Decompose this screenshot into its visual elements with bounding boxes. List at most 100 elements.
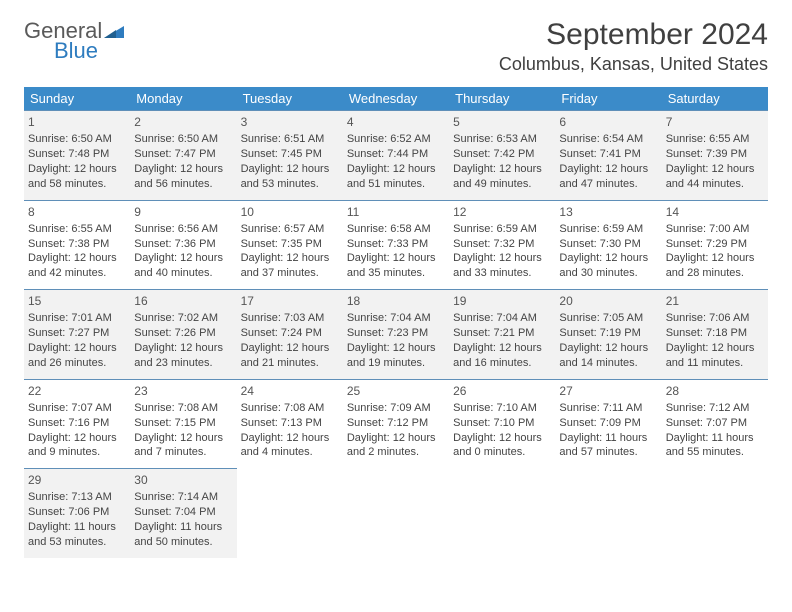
location-text: Columbus, Kansas, United States bbox=[499, 54, 768, 75]
sunset-text: Sunset: 7:35 PM bbox=[241, 237, 339, 252]
sunrise-text: Sunrise: 7:09 AM bbox=[347, 401, 445, 416]
sunrise-text: Sunrise: 7:04 AM bbox=[347, 311, 445, 326]
sunset-text: Sunset: 7:16 PM bbox=[28, 416, 126, 431]
day-number: 23 bbox=[134, 383, 232, 399]
sunrise-text: Sunrise: 6:50 AM bbox=[28, 132, 126, 147]
sunset-text: Sunset: 7:23 PM bbox=[347, 326, 445, 341]
day-number: 2 bbox=[134, 114, 232, 130]
header: General Blue September 2024 Columbus, Ka… bbox=[24, 18, 768, 75]
day-number: 27 bbox=[559, 383, 657, 399]
day-number: 18 bbox=[347, 293, 445, 309]
daylight-text: and 0 minutes. bbox=[453, 445, 551, 460]
daylight-text: and 11 minutes. bbox=[666, 356, 764, 371]
daylight-text: Daylight: 12 hours bbox=[666, 341, 764, 356]
day-cell: 15Sunrise: 7:01 AMSunset: 7:27 PMDayligh… bbox=[24, 290, 130, 380]
day-number: 4 bbox=[347, 114, 445, 130]
day-cell bbox=[343, 469, 449, 558]
daylight-text: Daylight: 12 hours bbox=[666, 251, 764, 266]
sunset-text: Sunset: 7:04 PM bbox=[134, 505, 232, 520]
sunset-text: Sunset: 7:45 PM bbox=[241, 147, 339, 162]
day-cell: 13Sunrise: 6:59 AMSunset: 7:30 PMDayligh… bbox=[555, 200, 661, 290]
day-header: Wednesday bbox=[343, 87, 449, 111]
daylight-text: and 30 minutes. bbox=[559, 266, 657, 281]
sunrise-text: Sunrise: 7:08 AM bbox=[241, 401, 339, 416]
sunset-text: Sunset: 7:13 PM bbox=[241, 416, 339, 431]
day-cell: 30Sunrise: 7:14 AMSunset: 7:04 PMDayligh… bbox=[130, 469, 236, 558]
day-number: 8 bbox=[28, 204, 126, 220]
daylight-text: and 53 minutes. bbox=[241, 177, 339, 192]
day-number: 14 bbox=[666, 204, 764, 220]
day-cell: 28Sunrise: 7:12 AMSunset: 7:07 PMDayligh… bbox=[662, 379, 768, 469]
day-header: Sunday bbox=[24, 87, 130, 111]
sunset-text: Sunset: 7:21 PM bbox=[453, 326, 551, 341]
sunset-text: Sunset: 7:19 PM bbox=[559, 326, 657, 341]
day-number: 13 bbox=[559, 204, 657, 220]
sunset-text: Sunset: 7:42 PM bbox=[453, 147, 551, 162]
day-cell: 8Sunrise: 6:55 AMSunset: 7:38 PMDaylight… bbox=[24, 200, 130, 290]
daylight-text: Daylight: 12 hours bbox=[134, 251, 232, 266]
day-number: 21 bbox=[666, 293, 764, 309]
daylight-text: and 28 minutes. bbox=[666, 266, 764, 281]
day-cell: 10Sunrise: 6:57 AMSunset: 7:35 PMDayligh… bbox=[237, 200, 343, 290]
day-cell: 27Sunrise: 7:11 AMSunset: 7:09 PMDayligh… bbox=[555, 379, 661, 469]
daylight-text: Daylight: 12 hours bbox=[241, 162, 339, 177]
day-cell: 4Sunrise: 6:52 AMSunset: 7:44 PMDaylight… bbox=[343, 111, 449, 201]
day-cell: 18Sunrise: 7:04 AMSunset: 7:23 PMDayligh… bbox=[343, 290, 449, 380]
day-number: 26 bbox=[453, 383, 551, 399]
day-number: 20 bbox=[559, 293, 657, 309]
day-cell: 9Sunrise: 6:56 AMSunset: 7:36 PMDaylight… bbox=[130, 200, 236, 290]
sunrise-text: Sunrise: 6:57 AM bbox=[241, 222, 339, 237]
sunrise-text: Sunrise: 6:54 AM bbox=[559, 132, 657, 147]
sunset-text: Sunset: 7:12 PM bbox=[347, 416, 445, 431]
day-cell: 3Sunrise: 6:51 AMSunset: 7:45 PMDaylight… bbox=[237, 111, 343, 201]
daylight-text: Daylight: 12 hours bbox=[453, 341, 551, 356]
day-cell bbox=[662, 469, 768, 558]
daylight-text: and 35 minutes. bbox=[347, 266, 445, 281]
sunrise-text: Sunrise: 6:55 AM bbox=[666, 132, 764, 147]
week-row: 1Sunrise: 6:50 AMSunset: 7:48 PMDaylight… bbox=[24, 111, 768, 201]
sunset-text: Sunset: 7:24 PM bbox=[241, 326, 339, 341]
sunset-text: Sunset: 7:18 PM bbox=[666, 326, 764, 341]
sunrise-text: Sunrise: 7:03 AM bbox=[241, 311, 339, 326]
sunrise-text: Sunrise: 7:01 AM bbox=[28, 311, 126, 326]
day-header: Monday bbox=[130, 87, 236, 111]
daylight-text: and 50 minutes. bbox=[134, 535, 232, 550]
sunrise-text: Sunrise: 7:02 AM bbox=[134, 311, 232, 326]
sunset-text: Sunset: 7:39 PM bbox=[666, 147, 764, 162]
daylight-text: Daylight: 12 hours bbox=[453, 251, 551, 266]
daylight-text: and 47 minutes. bbox=[559, 177, 657, 192]
day-cell: 24Sunrise: 7:08 AMSunset: 7:13 PMDayligh… bbox=[237, 379, 343, 469]
daylight-text: and 14 minutes. bbox=[559, 356, 657, 371]
day-cell: 6Sunrise: 6:54 AMSunset: 7:41 PMDaylight… bbox=[555, 111, 661, 201]
sunset-text: Sunset: 7:06 PM bbox=[28, 505, 126, 520]
day-cell: 16Sunrise: 7:02 AMSunset: 7:26 PMDayligh… bbox=[130, 290, 236, 380]
daylight-text: Daylight: 12 hours bbox=[134, 162, 232, 177]
daylight-text: Daylight: 12 hours bbox=[453, 431, 551, 446]
daylight-text: and 51 minutes. bbox=[347, 177, 445, 192]
daylight-text: Daylight: 11 hours bbox=[28, 520, 126, 535]
logo-triangle-icon bbox=[104, 24, 124, 38]
daylight-text: and 44 minutes. bbox=[666, 177, 764, 192]
day-cell bbox=[449, 469, 555, 558]
day-number: 22 bbox=[28, 383, 126, 399]
sunrise-text: Sunrise: 7:04 AM bbox=[453, 311, 551, 326]
daylight-text: Daylight: 12 hours bbox=[28, 431, 126, 446]
sunrise-text: Sunrise: 7:12 AM bbox=[666, 401, 764, 416]
daylight-text: and 57 minutes. bbox=[559, 445, 657, 460]
week-row: 22Sunrise: 7:07 AMSunset: 7:16 PMDayligh… bbox=[24, 379, 768, 469]
day-header: Friday bbox=[555, 87, 661, 111]
daylight-text: and 19 minutes. bbox=[347, 356, 445, 371]
daylight-text: Daylight: 12 hours bbox=[559, 162, 657, 177]
daylight-text: Daylight: 12 hours bbox=[559, 341, 657, 356]
daylight-text: Daylight: 12 hours bbox=[666, 162, 764, 177]
daylight-text: Daylight: 12 hours bbox=[347, 431, 445, 446]
sunset-text: Sunset: 7:32 PM bbox=[453, 237, 551, 252]
day-number: 6 bbox=[559, 114, 657, 130]
daylight-text: and 49 minutes. bbox=[453, 177, 551, 192]
day-cell: 7Sunrise: 6:55 AMSunset: 7:39 PMDaylight… bbox=[662, 111, 768, 201]
sunset-text: Sunset: 7:09 PM bbox=[559, 416, 657, 431]
daylight-text: and 26 minutes. bbox=[28, 356, 126, 371]
calendar-table: Sunday Monday Tuesday Wednesday Thursday… bbox=[24, 87, 768, 558]
daylight-text: Daylight: 12 hours bbox=[28, 251, 126, 266]
sunset-text: Sunset: 7:48 PM bbox=[28, 147, 126, 162]
